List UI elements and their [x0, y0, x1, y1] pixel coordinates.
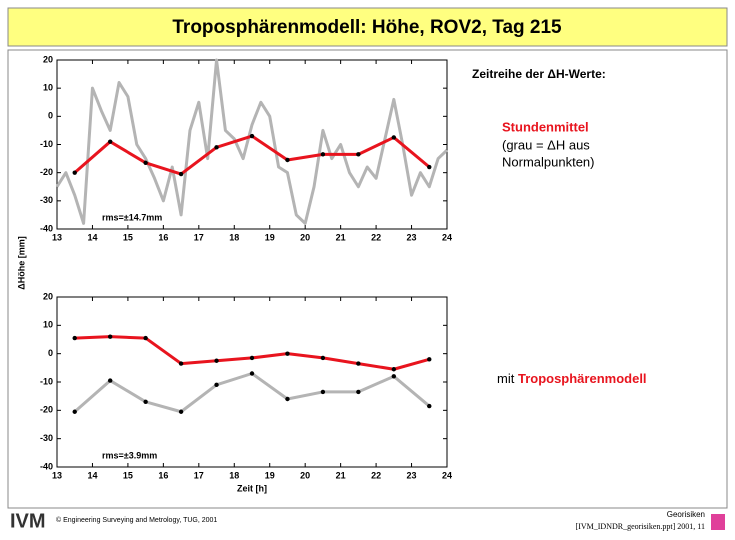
- footer-file: [IVM_IDNDR_georisiken.ppt] 2001, 11: [576, 522, 705, 531]
- frame: [7, 49, 728, 509]
- y-tick-label: -20: [40, 167, 53, 177]
- x-tick-label: 14: [87, 232, 97, 242]
- marker: [356, 361, 361, 366]
- x-tick-label: 21: [336, 470, 346, 480]
- slide-title: Troposphärenmodell: Höhe, ROV2, Tag 215: [172, 17, 562, 38]
- x-tick-label: 18: [229, 232, 239, 242]
- marker: [356, 152, 361, 157]
- marker: [143, 399, 148, 405]
- footer-topic: Georisiken: [667, 510, 705, 519]
- annotation: rms=±14.7mm: [102, 212, 162, 222]
- x-tick-label: 16: [158, 232, 168, 242]
- marker: [72, 335, 77, 341]
- x-tick-label: 16: [158, 470, 168, 480]
- x-tick-label: 13: [52, 232, 62, 242]
- series-line: [55, 58, 449, 225]
- plot-area: [56, 296, 448, 468]
- marker: [285, 396, 290, 402]
- logo: IVM: [10, 510, 46, 532]
- marker: [427, 164, 432, 170]
- marker: [427, 357, 432, 362]
- x-tick-label: 18: [229, 470, 239, 480]
- marker: [143, 160, 148, 166]
- annotation: rms=±3.9mm: [102, 450, 157, 460]
- y-tick-label: -30: [40, 195, 53, 205]
- marker: [107, 378, 113, 383]
- notes-highlight: Stundenmittel: [502, 119, 589, 134]
- marker: [214, 145, 219, 150]
- marker: [72, 409, 77, 414]
- y-tick-label: 10: [43, 83, 53, 93]
- marker: [320, 389, 326, 395]
- y-tick-label: 0: [48, 348, 53, 358]
- y-tick-label: 0: [48, 111, 53, 121]
- marker: [107, 139, 113, 144]
- x-tick-label: 14: [87, 470, 97, 480]
- marker: [320, 152, 326, 157]
- marker: [285, 351, 290, 356]
- x-tick-label: 22: [371, 232, 381, 242]
- marker: [249, 355, 255, 361]
- y-tick-label: 20: [43, 291, 53, 301]
- copyright: © Engineering Surveying and Metrology, T…: [56, 516, 217, 524]
- x-tick-label: 15: [123, 232, 133, 242]
- x-tick-label: 23: [407, 470, 417, 480]
- y-tick-label: 10: [43, 320, 53, 330]
- y-axis-label: ΔHöhe [mm]: [16, 236, 26, 289]
- x-tick-label: 23: [407, 232, 417, 242]
- y-tick-label: -20: [40, 405, 53, 415]
- y-tick-label: -40: [40, 461, 53, 471]
- x-tick-label: 24: [442, 232, 452, 242]
- x-tick-label: 24: [442, 470, 452, 480]
- marker: [214, 358, 219, 363]
- y-tick-label: -30: [40, 433, 53, 443]
- y-tick-label: -10: [40, 376, 53, 386]
- marker: [107, 334, 113, 339]
- y-tick-label: -10: [40, 139, 53, 149]
- notes-bottom: mit Troposphärenmodell: [497, 371, 647, 386]
- marker: [356, 389, 361, 395]
- marker: [391, 135, 397, 140]
- notes-prefix: mit: [497, 371, 515, 386]
- footer-icon: [711, 514, 725, 530]
- x-tick-label: 22: [371, 470, 381, 480]
- notes-line: (grau = ΔH aus: [502, 137, 590, 152]
- marker: [72, 170, 77, 175]
- x-tick-label: 15: [123, 470, 133, 480]
- title-bar: [7, 7, 728, 47]
- x-tick-label: 19: [265, 232, 275, 242]
- marker: [427, 403, 432, 409]
- marker: [178, 361, 184, 366]
- marker: [143, 335, 148, 341]
- marker: [249, 133, 255, 139]
- y-tick-label: 20: [43, 54, 53, 64]
- x-tick-label: 21: [336, 232, 346, 242]
- marker: [178, 171, 184, 177]
- x-tick-label: 20: [300, 470, 310, 480]
- notes-line: Normalpunkten): [502, 154, 595, 169]
- x-axis-label: Zeit [h]: [237, 483, 267, 493]
- x-tick-label: 17: [194, 232, 204, 242]
- x-tick-label: 17: [194, 470, 204, 480]
- notes-heading: Zeitreihe der ΔH-Werte:: [472, 67, 606, 81]
- x-tick-label: 13: [52, 470, 62, 480]
- marker: [214, 382, 219, 388]
- marker: [391, 367, 397, 372]
- y-tick-label: -40: [40, 223, 53, 233]
- marker: [178, 409, 184, 414]
- marker: [320, 355, 326, 361]
- x-tick-label: 19: [265, 470, 275, 480]
- marker: [391, 374, 397, 379]
- marker: [249, 371, 255, 376]
- x-tick-label: 20: [300, 232, 310, 242]
- marker: [285, 157, 290, 163]
- notes-bottom-highlight: Troposphärenmodell: [518, 371, 647, 386]
